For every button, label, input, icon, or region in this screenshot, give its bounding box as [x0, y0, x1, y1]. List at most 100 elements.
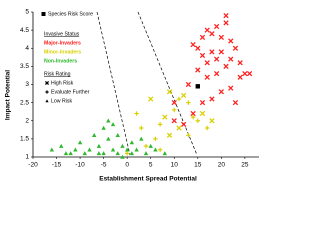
- data-point: [204, 27, 210, 33]
- marker-stroke: [213, 70, 220, 77]
- legend-label: Species Risk Score: [48, 11, 93, 17]
- data-point: [204, 74, 210, 80]
- x-tick-label: 0: [125, 162, 129, 169]
- marker-shape: [115, 151, 120, 156]
- marker-stroke: [195, 45, 201, 51]
- marker-stroke: [223, 20, 229, 26]
- data-point: [205, 125, 210, 131]
- marker-shape: [120, 143, 125, 148]
- marker-stroke: [228, 85, 234, 91]
- data-point: [82, 151, 87, 156]
- data-point: [171, 99, 177, 106]
- marker-shape: [59, 143, 64, 148]
- marker-stroke: [166, 132, 173, 138]
- marker-stroke: [176, 125, 182, 131]
- y-tick-label: 3: [25, 81, 29, 88]
- marker-shape: [129, 151, 135, 156]
- data-point: [232, 45, 239, 51]
- marker-stroke: [190, 110, 196, 117]
- data-point: [223, 63, 229, 70]
- data-point: [228, 38, 234, 44]
- data-point: [199, 110, 206, 117]
- data-point: [143, 151, 149, 156]
- data-point: [190, 41, 196, 48]
- marker-shape: [96, 151, 102, 156]
- y-tick-label: 4.5: [20, 27, 29, 34]
- data-point: [195, 45, 201, 51]
- marker-stroke: [209, 96, 215, 102]
- data-point: [199, 52, 206, 59]
- y-tick-label: 1: [25, 154, 29, 161]
- data-point: [148, 143, 153, 148]
- data-point: [63, 151, 69, 156]
- data-point: [139, 136, 144, 141]
- data-point: [185, 81, 192, 88]
- marker-stroke: [237, 74, 243, 80]
- marker-stroke: [218, 34, 224, 41]
- data-point: [101, 125, 106, 130]
- marker-stroke: [218, 89, 224, 95]
- legend-label: High Risk: [51, 80, 74, 86]
- data-point: [195, 118, 200, 123]
- marker: [45, 99, 49, 103]
- marker-stroke: [213, 23, 220, 30]
- data-point: [139, 125, 144, 131]
- x-tick-label: 5: [149, 162, 153, 169]
- x-tick-label: -5: [101, 162, 107, 169]
- data-point: [157, 122, 163, 127]
- data-point: [153, 147, 158, 152]
- data-point: [213, 23, 220, 30]
- y-tick-label: 5: [25, 9, 29, 16]
- data-point: [171, 118, 177, 124]
- data-point: [242, 70, 248, 77]
- marker-shape: [106, 136, 111, 141]
- legend-title: Risk Rating: [44, 71, 71, 77]
- marker-shape: [87, 147, 92, 152]
- marker-stroke: [228, 56, 234, 62]
- marker-shape: [139, 136, 144, 141]
- y-tick-label: 4: [25, 45, 29, 52]
- data-point: [129, 140, 135, 145]
- data-point: [106, 118, 111, 123]
- data-point: [166, 132, 173, 138]
- legend-label: Non-Invaders: [44, 58, 77, 64]
- marker-shape: [63, 151, 69, 156]
- data-point: [134, 147, 139, 152]
- data-point: [153, 136, 158, 142]
- data-point: [124, 147, 130, 152]
- data-point: [223, 20, 229, 26]
- legend-marker: [41, 12, 46, 16]
- data-point: [96, 143, 102, 148]
- data-point: [199, 99, 206, 106]
- marker-shape: [143, 151, 149, 156]
- data-point: [190, 110, 196, 117]
- legend-label: Low Risk: [51, 98, 72, 104]
- marker-stroke: [199, 52, 206, 59]
- data-point: [218, 89, 224, 95]
- data-point: [246, 70, 253, 77]
- data-point: [162, 114, 168, 120]
- data-point: [228, 56, 234, 62]
- data-point: [49, 147, 55, 152]
- data-point: [176, 125, 182, 131]
- marker-shape: [153, 147, 158, 152]
- marker-stroke: [171, 99, 177, 106]
- highlight-point: [195, 84, 200, 89]
- data-point: [232, 99, 239, 106]
- marker-shape: [162, 151, 168, 156]
- marker-shape: [148, 143, 153, 148]
- data-point: [92, 133, 97, 138]
- boundary-line: [137, 11, 198, 156]
- data-point: [157, 147, 163, 152]
- marker-stroke: [228, 38, 234, 44]
- data-point: [106, 136, 111, 141]
- y-tick-label: 1.5: [20, 136, 29, 143]
- marker-stroke: [195, 67, 201, 73]
- data-point: [186, 133, 191, 138]
- data-point: [134, 111, 139, 116]
- marker-stroke: [148, 96, 154, 102]
- marker-stroke: [185, 81, 192, 88]
- data-point: [143, 143, 149, 149]
- marker-stroke: [223, 63, 229, 70]
- x-tick-label: -15: [52, 162, 62, 169]
